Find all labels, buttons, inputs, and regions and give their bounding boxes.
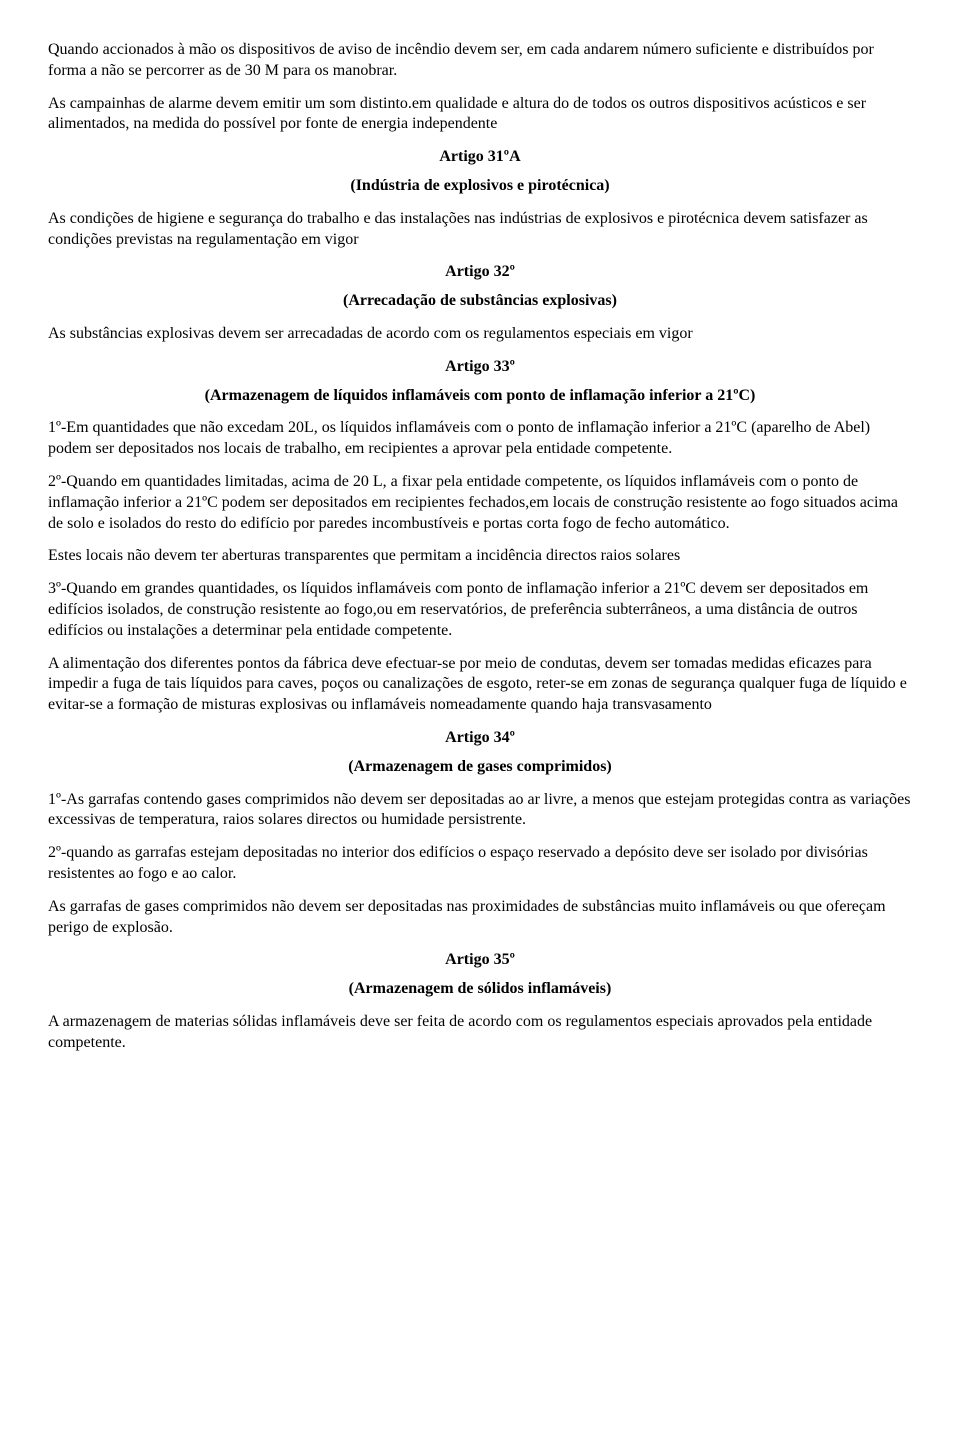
body-paragraph: 1º-Em quantidades que não excedam 20L, o… [48, 418, 912, 460]
body-paragraph: As garrafas de gases comprimidos não dev… [48, 897, 912, 939]
article-heading-35: Artigo 35º [48, 950, 912, 971]
article-heading-34: Artigo 34º [48, 728, 912, 749]
body-paragraph: As campainhas de alarme devem emitir um … [48, 94, 912, 136]
article-subtitle-33: (Armazenagem de líquidos inflamáveis com… [48, 386, 912, 407]
body-paragraph: As condições de higiene e segurança do t… [48, 209, 912, 251]
body-paragraph: As substâncias explosivas devem ser arre… [48, 324, 912, 345]
article-heading-32: Artigo 32º [48, 262, 912, 283]
body-paragraph: Quando accionados à mão os dispositivos … [48, 40, 912, 82]
article-subtitle-35: (Armazenagem de sólidos inflamáveis) [48, 979, 912, 1000]
body-paragraph: 1º-As garrafas contendo gases comprimido… [48, 790, 912, 832]
body-paragraph: A armazenagem de materias sólidas inflam… [48, 1012, 912, 1054]
article-heading-31a: Artigo 31ºA [48, 147, 912, 168]
body-paragraph: 2º-quando as garrafas estejam depositada… [48, 843, 912, 885]
body-paragraph: 2º-Quando em quantidades limitadas, acim… [48, 472, 912, 534]
body-paragraph: Estes locais não devem ter aberturas tra… [48, 546, 912, 567]
body-paragraph: 3º-Quando em grandes quantidades, os líq… [48, 579, 912, 641]
article-heading-33: Artigo 33º [48, 357, 912, 378]
article-subtitle-31a: (Indústria de explosivos e pirotécnica) [48, 176, 912, 197]
article-subtitle-32: (Arrecadação de substâncias explosivas) [48, 291, 912, 312]
body-paragraph: A alimentação dos diferentes pontos da f… [48, 654, 912, 716]
article-subtitle-34: (Armazenagem de gases comprimidos) [48, 757, 912, 778]
